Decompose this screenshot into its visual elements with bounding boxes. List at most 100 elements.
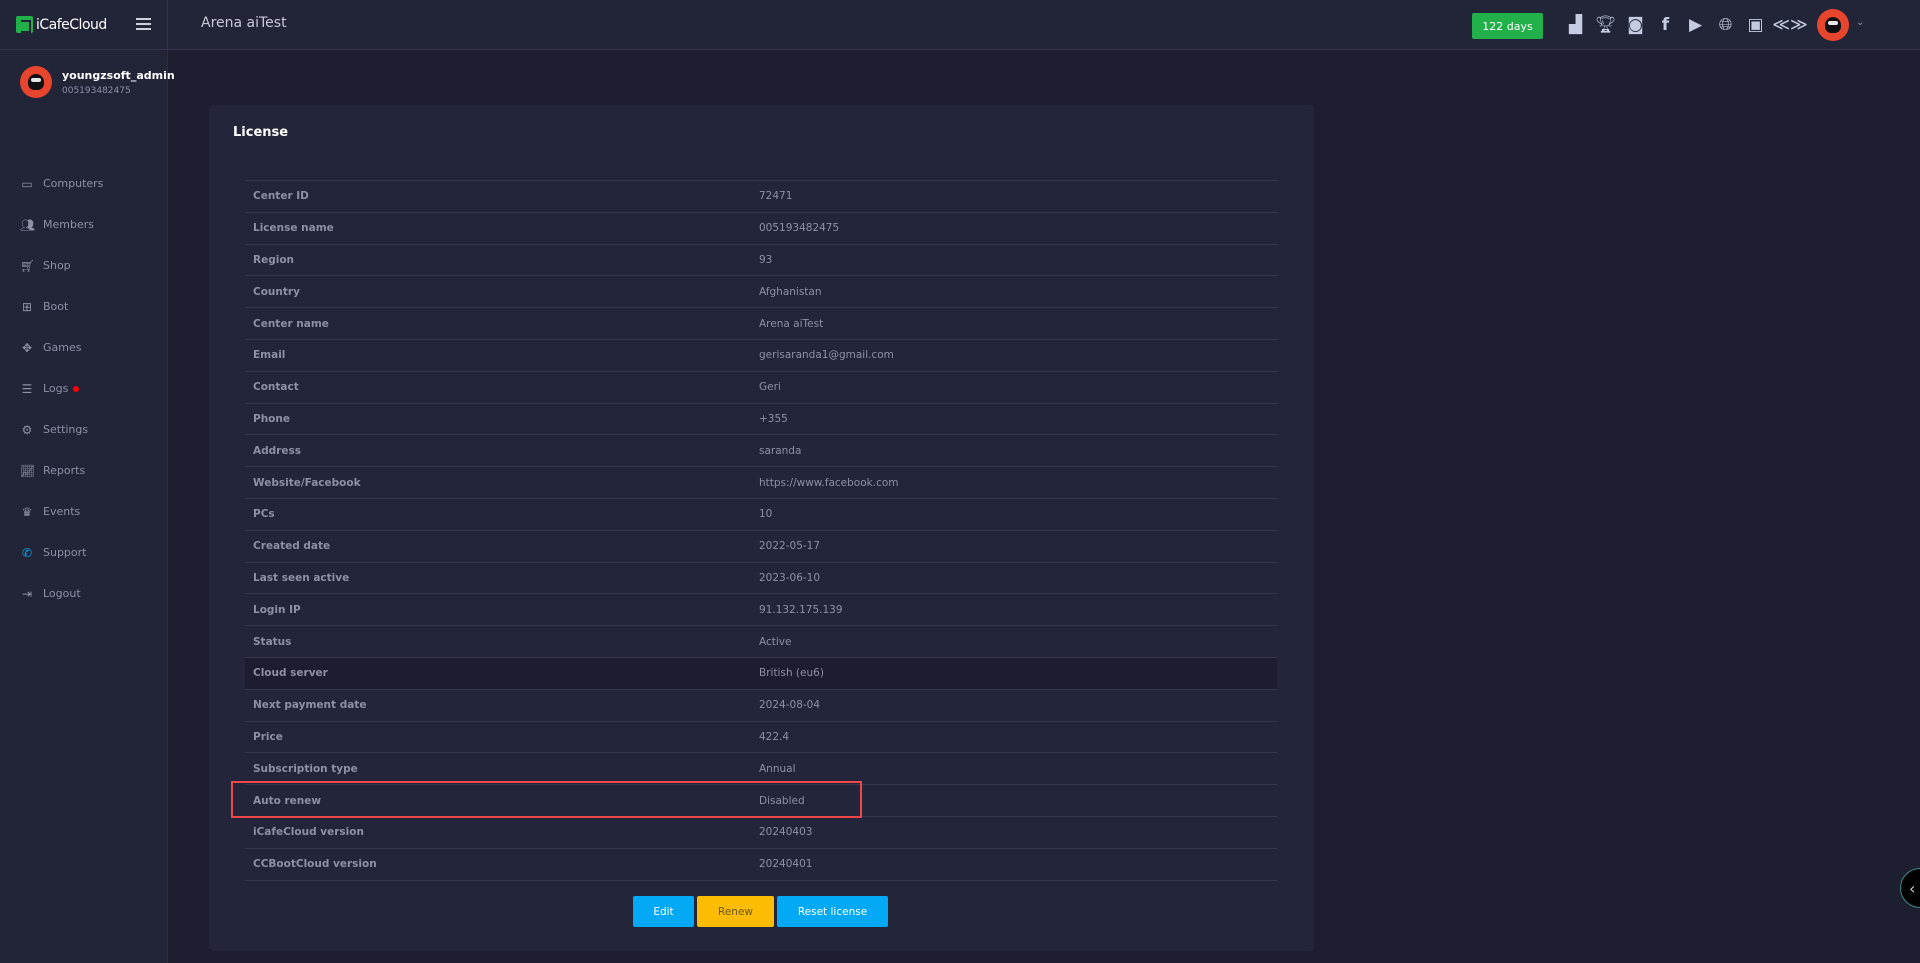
sidebar-item-label: Support <box>43 546 87 559</box>
icafecloud-icon[interactable]: ▣ <box>1747 15 1764 35</box>
ninja-icon <box>1825 17 1841 33</box>
avatar[interactable] <box>1817 9 1849 41</box>
username: youngzsoft_admin <box>62 69 175 82</box>
collapse-panel-button[interactable]: ‹ <box>1900 868 1920 908</box>
table-row: Cloud server British (eu6) <box>245 657 1277 690</box>
menu-toggle-icon[interactable] <box>136 18 151 30</box>
facebook-icon[interactable]: f <box>1661 15 1670 35</box>
sidebar-item-members[interactable]: 👥︎ Members <box>20 204 103 245</box>
members-icon: 👥︎ <box>20 217 36 232</box>
table-row: Website/Facebook https://www.facebook.com <box>245 467 1277 499</box>
row-value: gerisaranda1@gmail.com <box>759 349 894 362</box>
globe-icon[interactable]: 🌐︎ <box>1718 15 1733 35</box>
renew-button[interactable]: Renew <box>697 896 774 927</box>
row-label: Next payment date <box>253 699 367 712</box>
user-profile: youngzsoft_admin 005193482475 <box>20 66 175 98</box>
sidebar-item-events[interactable]: ♛ Events <box>20 491 103 532</box>
row-value: 10 <box>759 508 773 521</box>
avatar <box>20 66 52 98</box>
row-label: Last seen active <box>253 571 350 584</box>
ninja-icon <box>28 74 44 90</box>
crown-icon: ♛ <box>21 504 33 519</box>
row-label: Center ID <box>253 190 309 203</box>
top-bar: iCafeCloud Arena aiTest 122 days ▟ 🏆︎ ◙ … <box>0 0 1920 50</box>
sidebar-item-reports[interactable]: 📈︎ Reports <box>20 450 103 491</box>
row-label: iCafeCloud version <box>253 826 364 839</box>
row-value: +355 <box>759 412 788 425</box>
row-label: Cloud server <box>253 667 328 680</box>
row-label: PCs <box>253 508 275 521</box>
table-row: Center ID 72471 <box>245 181 1277 213</box>
center-name: Arena aiTest <box>201 15 287 31</box>
row-value: https://www.facebook.com <box>759 476 899 489</box>
sidebar-item-logout[interactable]: ⇥ Logout <box>20 573 103 614</box>
chevron-down-icon[interactable]: ⌄ <box>1856 17 1865 28</box>
row-value: saranda <box>759 444 802 457</box>
monitor-icon: ▭ <box>21 176 33 191</box>
row-label: Status <box>253 635 292 648</box>
phone-icon: ✆ <box>21 545 33 560</box>
sidebar-item-label: Logout <box>43 587 81 600</box>
row-value: Geri <box>759 381 781 394</box>
brand-name: iCafeCloud <box>36 16 107 33</box>
row-value: Active <box>759 635 792 648</box>
sidebar-item-support[interactable]: ✆ Support <box>20 532 103 573</box>
sidebar-item-logs[interactable]: ☰ Logs <box>20 368 103 409</box>
youtube-icon[interactable]: ▶ <box>1688 15 1703 35</box>
row-value: 91.132.175.139 <box>759 603 843 616</box>
trophy-icon[interactable]: 🏆︎ <box>1594 15 1617 35</box>
table-row: CCBootCloud version 20240401 <box>245 849 1277 881</box>
reset-license-button[interactable]: Reset license <box>777 896 888 927</box>
table-row: License name 005193482475 <box>245 213 1277 245</box>
sidebar-item-settings[interactable]: ⚙ Settings <box>20 409 103 450</box>
sidebar-item-label: Reports <box>43 464 86 477</box>
table-row: Subscription type Annual <box>245 753 1277 786</box>
gear-icon: ⚙ <box>21 422 33 437</box>
sidebar-item-computers[interactable]: ▭ Computers <box>20 163 103 204</box>
sidebar-item-label: Members <box>43 218 94 231</box>
ranking-icon[interactable]: ▟ <box>1568 15 1583 35</box>
table-row: Login IP 91.132.175.139 <box>245 594 1277 627</box>
list-icon: ☰ <box>21 381 33 396</box>
table-row: Region 93 <box>245 245 1277 277</box>
sidebar-item-label: Shop <box>43 259 71 272</box>
ccboot-icon[interactable]: ≪≫ <box>1772 15 1808 35</box>
sidebar-item-label: Logs <box>43 382 69 395</box>
row-label: Center name <box>253 317 329 330</box>
row-value: 20240403 <box>759 826 813 839</box>
row-value: Annual <box>759 762 796 775</box>
sidebar-item-games[interactable]: ✥ Games <box>20 327 103 368</box>
license-table: Center ID 72471 License name 005193482475 Re… <box>245 180 1277 881</box>
notification-dot <box>73 385 80 392</box>
row-value: British (eu6) <box>759 667 824 680</box>
row-value: Afghanistan <box>759 285 822 298</box>
edit-button[interactable]: Edit <box>633 896 694 927</box>
row-label: Auto renew <box>253 794 322 807</box>
table-row: Price 422.4 <box>245 722 1277 754</box>
logo[interactable]: iCafeCloud <box>16 16 107 33</box>
row-value: 72471 <box>759 190 793 203</box>
table-row: Last seen active 2023-06-10 <box>245 563 1277 595</box>
days-remaining-badge[interactable]: 122 days <box>1472 13 1543 39</box>
discord-icon[interactable]: ◙ <box>1627 15 1644 35</box>
row-value: 005193482475 <box>759 222 840 235</box>
row-value: 20240401 <box>759 858 813 871</box>
table-row: Next payment date 2024-08-04 <box>245 690 1277 722</box>
row-value: 2022-05-17 <box>759 540 821 553</box>
table-row: Address saranda <box>245 435 1277 468</box>
brand-area: iCafeCloud <box>0 0 168 50</box>
table-row: Center name Arena aiTest <box>245 308 1277 340</box>
sidebar-item-label: Settings <box>43 423 89 436</box>
sidebar-item-shop[interactable]: 🛒︎ Shop <box>20 245 103 286</box>
row-value: 2023-06-10 <box>759 571 821 584</box>
row-label: License name <box>253 222 334 235</box>
row-value: Arena aiTest <box>759 317 824 330</box>
row-label: CCBootCloud version <box>253 858 377 871</box>
row-label: Email <box>253 349 286 362</box>
windows-icon: ⊞ <box>21 299 33 314</box>
cart-icon: 🛒︎ <box>20 258 36 273</box>
row-value: 422.4 <box>759 730 790 743</box>
sidebar-item-label: Games <box>43 341 82 354</box>
sidebar-item-boot[interactable]: ⊞ Boot <box>20 286 103 327</box>
row-label: Login IP <box>253 603 301 616</box>
